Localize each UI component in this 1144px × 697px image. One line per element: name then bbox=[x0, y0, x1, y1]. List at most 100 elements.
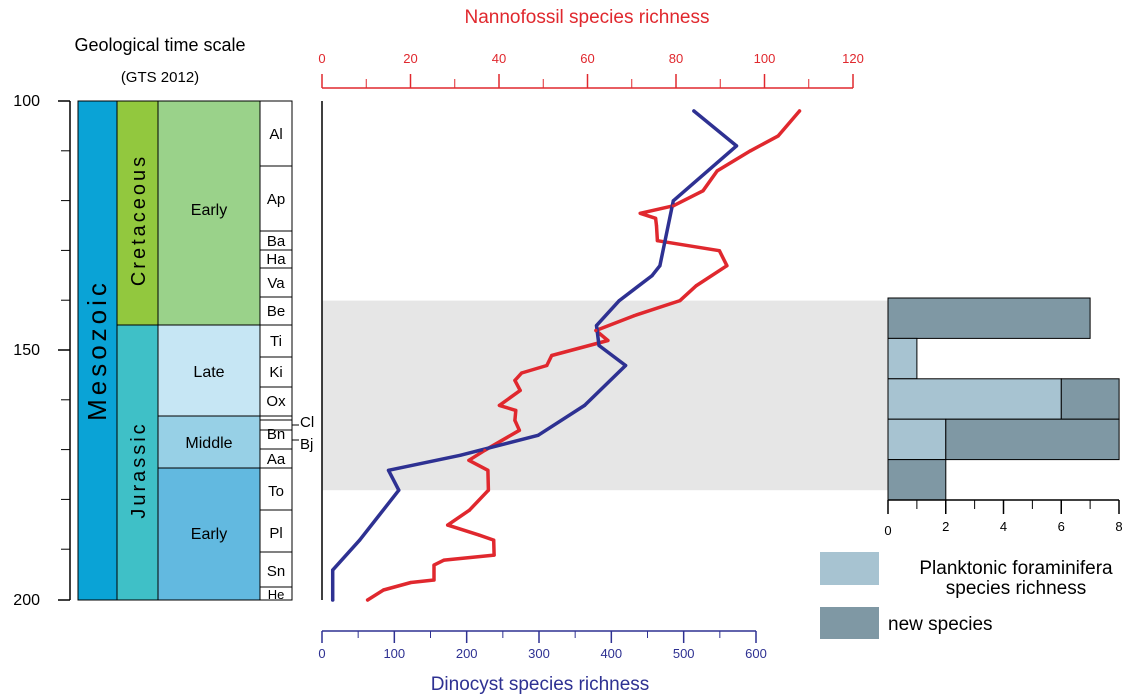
nannofossil-data-point bbox=[467, 508, 471, 512]
dinocyst-data-point bbox=[617, 299, 621, 303]
dinocyst-data-point bbox=[331, 598, 335, 602]
nannofossil-data-point bbox=[446, 523, 450, 527]
stage-label: He bbox=[268, 587, 285, 602]
legend-label-planktonic: Planktonic foraminifera bbox=[919, 558, 1113, 579]
top-tick-label: 100 bbox=[754, 51, 776, 66]
dinocyst-data-point bbox=[658, 264, 662, 268]
nannofossil-data-point bbox=[492, 538, 496, 542]
bottom-tick-label: 600 bbox=[745, 646, 767, 661]
nannofossil-data-point bbox=[725, 264, 729, 268]
bottom-tick-label: 200 bbox=[456, 646, 478, 661]
top-tick-label: 0 bbox=[318, 51, 325, 66]
dinocyst-data-point bbox=[536, 433, 540, 437]
nannofossil-data-point bbox=[671, 204, 675, 208]
stage-label: Ba bbox=[267, 233, 286, 250]
period-cretaceous-cell bbox=[116, 100, 159, 326]
age-tick-label: 150 bbox=[13, 342, 40, 359]
era-label: Mesozoic bbox=[82, 279, 112, 421]
dinocyst-data-point bbox=[397, 488, 401, 492]
top-axis-ticks bbox=[321, 74, 854, 88]
dinocyst-data-point bbox=[386, 468, 391, 472]
top-tick-label: 80 bbox=[669, 51, 683, 66]
period-jurassic-cell bbox=[116, 324, 159, 601]
nannofossil-data-point bbox=[654, 216, 658, 220]
bottom-axis-title: Dinocyst species richness bbox=[431, 674, 650, 695]
outside-stage-label: Cl bbox=[300, 414, 314, 431]
stage-label: Ox bbox=[266, 393, 286, 410]
dinocyst-data-point bbox=[358, 538, 362, 542]
nannofossil-data-point bbox=[486, 468, 490, 472]
bar-tick-label: 0 bbox=[884, 523, 891, 538]
nannofossil-data-point bbox=[678, 299, 682, 303]
epoch-early-cretaceous-cell bbox=[157, 100, 261, 326]
nannofossil-data-point bbox=[638, 211, 642, 215]
nannofossil-data-point bbox=[550, 353, 554, 358]
nannofossil-data-point bbox=[776, 134, 780, 138]
stage-label: Ha bbox=[266, 251, 286, 268]
nannofossil-data-point bbox=[606, 338, 610, 343]
nannofossil-data-point bbox=[477, 533, 481, 537]
epoch-label: Early bbox=[191, 526, 227, 543]
dinocyst-data-point bbox=[331, 568, 335, 572]
bar-planktonic-segment bbox=[887, 418, 947, 461]
nannofossil-data-point bbox=[483, 448, 487, 452]
stage-label: Al bbox=[269, 126, 282, 143]
top-tick-label: 20 bbox=[403, 51, 417, 66]
legend-swatch-new-species bbox=[820, 607, 879, 639]
dinocyst-data-point bbox=[671, 199, 675, 203]
bar-legend: Planktonic foraminifera species richness… bbox=[820, 552, 1113, 639]
nannofossil-data-point bbox=[797, 109, 802, 113]
nannofossil-data-point bbox=[442, 558, 446, 562]
nannofossil-data-point bbox=[520, 371, 524, 375]
nannofossil-data-point bbox=[366, 598, 370, 602]
stage-label: Sn bbox=[267, 563, 285, 580]
nannofossil-data-point bbox=[518, 388, 522, 392]
series-data-points bbox=[331, 109, 802, 602]
top-tick-label: 120 bbox=[842, 51, 864, 66]
dinocyst-data-point bbox=[734, 144, 739, 148]
top-tick-label: 60 bbox=[580, 51, 594, 66]
dinocyst-data-point bbox=[650, 274, 654, 278]
top-axis-title: Nannofossil species richness bbox=[464, 7, 709, 28]
legend-label-new-species: new species bbox=[888, 614, 993, 635]
stage-label: Aa bbox=[267, 451, 286, 468]
nannofossil-data-point bbox=[715, 169, 719, 173]
epoch-label: Early bbox=[191, 202, 227, 219]
stage-label: Ki bbox=[269, 364, 282, 381]
bar-tick-label: 6 bbox=[1058, 519, 1065, 534]
bar-tick-label: 2 bbox=[942, 519, 949, 534]
stage-label: Be bbox=[267, 303, 285, 320]
time-scale-panel: Geological time scale (GTS 2012) 100 150… bbox=[13, 35, 314, 609]
nannofossil-data-point bbox=[654, 224, 659, 228]
nannofossil-data-point bbox=[432, 578, 436, 582]
legend-swatch-planktonic bbox=[820, 552, 879, 585]
epoch-label: Late bbox=[193, 364, 224, 381]
highlight-band bbox=[322, 300, 888, 491]
stage-label: To bbox=[268, 483, 284, 500]
bar-planktonic-segment bbox=[887, 378, 1062, 420]
age-tick-label: 200 bbox=[13, 592, 40, 609]
legend-label-planktonic-line2: species richness bbox=[946, 578, 1086, 599]
bottom-tick-label: 0 bbox=[318, 646, 325, 661]
bottom-tick-label: 300 bbox=[528, 646, 550, 661]
dinocyst-data-point bbox=[594, 324, 599, 328]
bar-new-species-segment bbox=[887, 459, 947, 501]
bottom-tick-label: 100 bbox=[383, 646, 405, 661]
bar-new-species-segment bbox=[945, 418, 1120, 461]
nannofossil-data-point bbox=[545, 363, 549, 368]
stage-label: Bn bbox=[267, 426, 285, 443]
foraminifera-bar-chart: 0 2 4 6 8 Planktonic foraminifera specie… bbox=[820, 297, 1123, 639]
top-tick-label: 40 bbox=[492, 51, 506, 66]
nannofossil-data-point bbox=[717, 249, 722, 253]
nannofossil-data-point bbox=[594, 328, 598, 333]
nannofossil-data-point bbox=[655, 239, 660, 243]
bar-planktonic-segment bbox=[887, 337, 918, 380]
bottom-axis-ticks bbox=[321, 631, 757, 643]
bar-tick-label: 4 bbox=[1000, 519, 1007, 534]
richness-chart: Nannofossil species richness 0 20 40 60 … bbox=[318, 7, 888, 695]
dinocyst-data-point bbox=[458, 453, 462, 457]
bar-new-species-segment bbox=[887, 297, 1091, 339]
outside-stage-label: Bj bbox=[300, 436, 313, 453]
age-minor-ticks bbox=[61, 150, 70, 550]
nannofossil-data-point bbox=[432, 563, 436, 567]
